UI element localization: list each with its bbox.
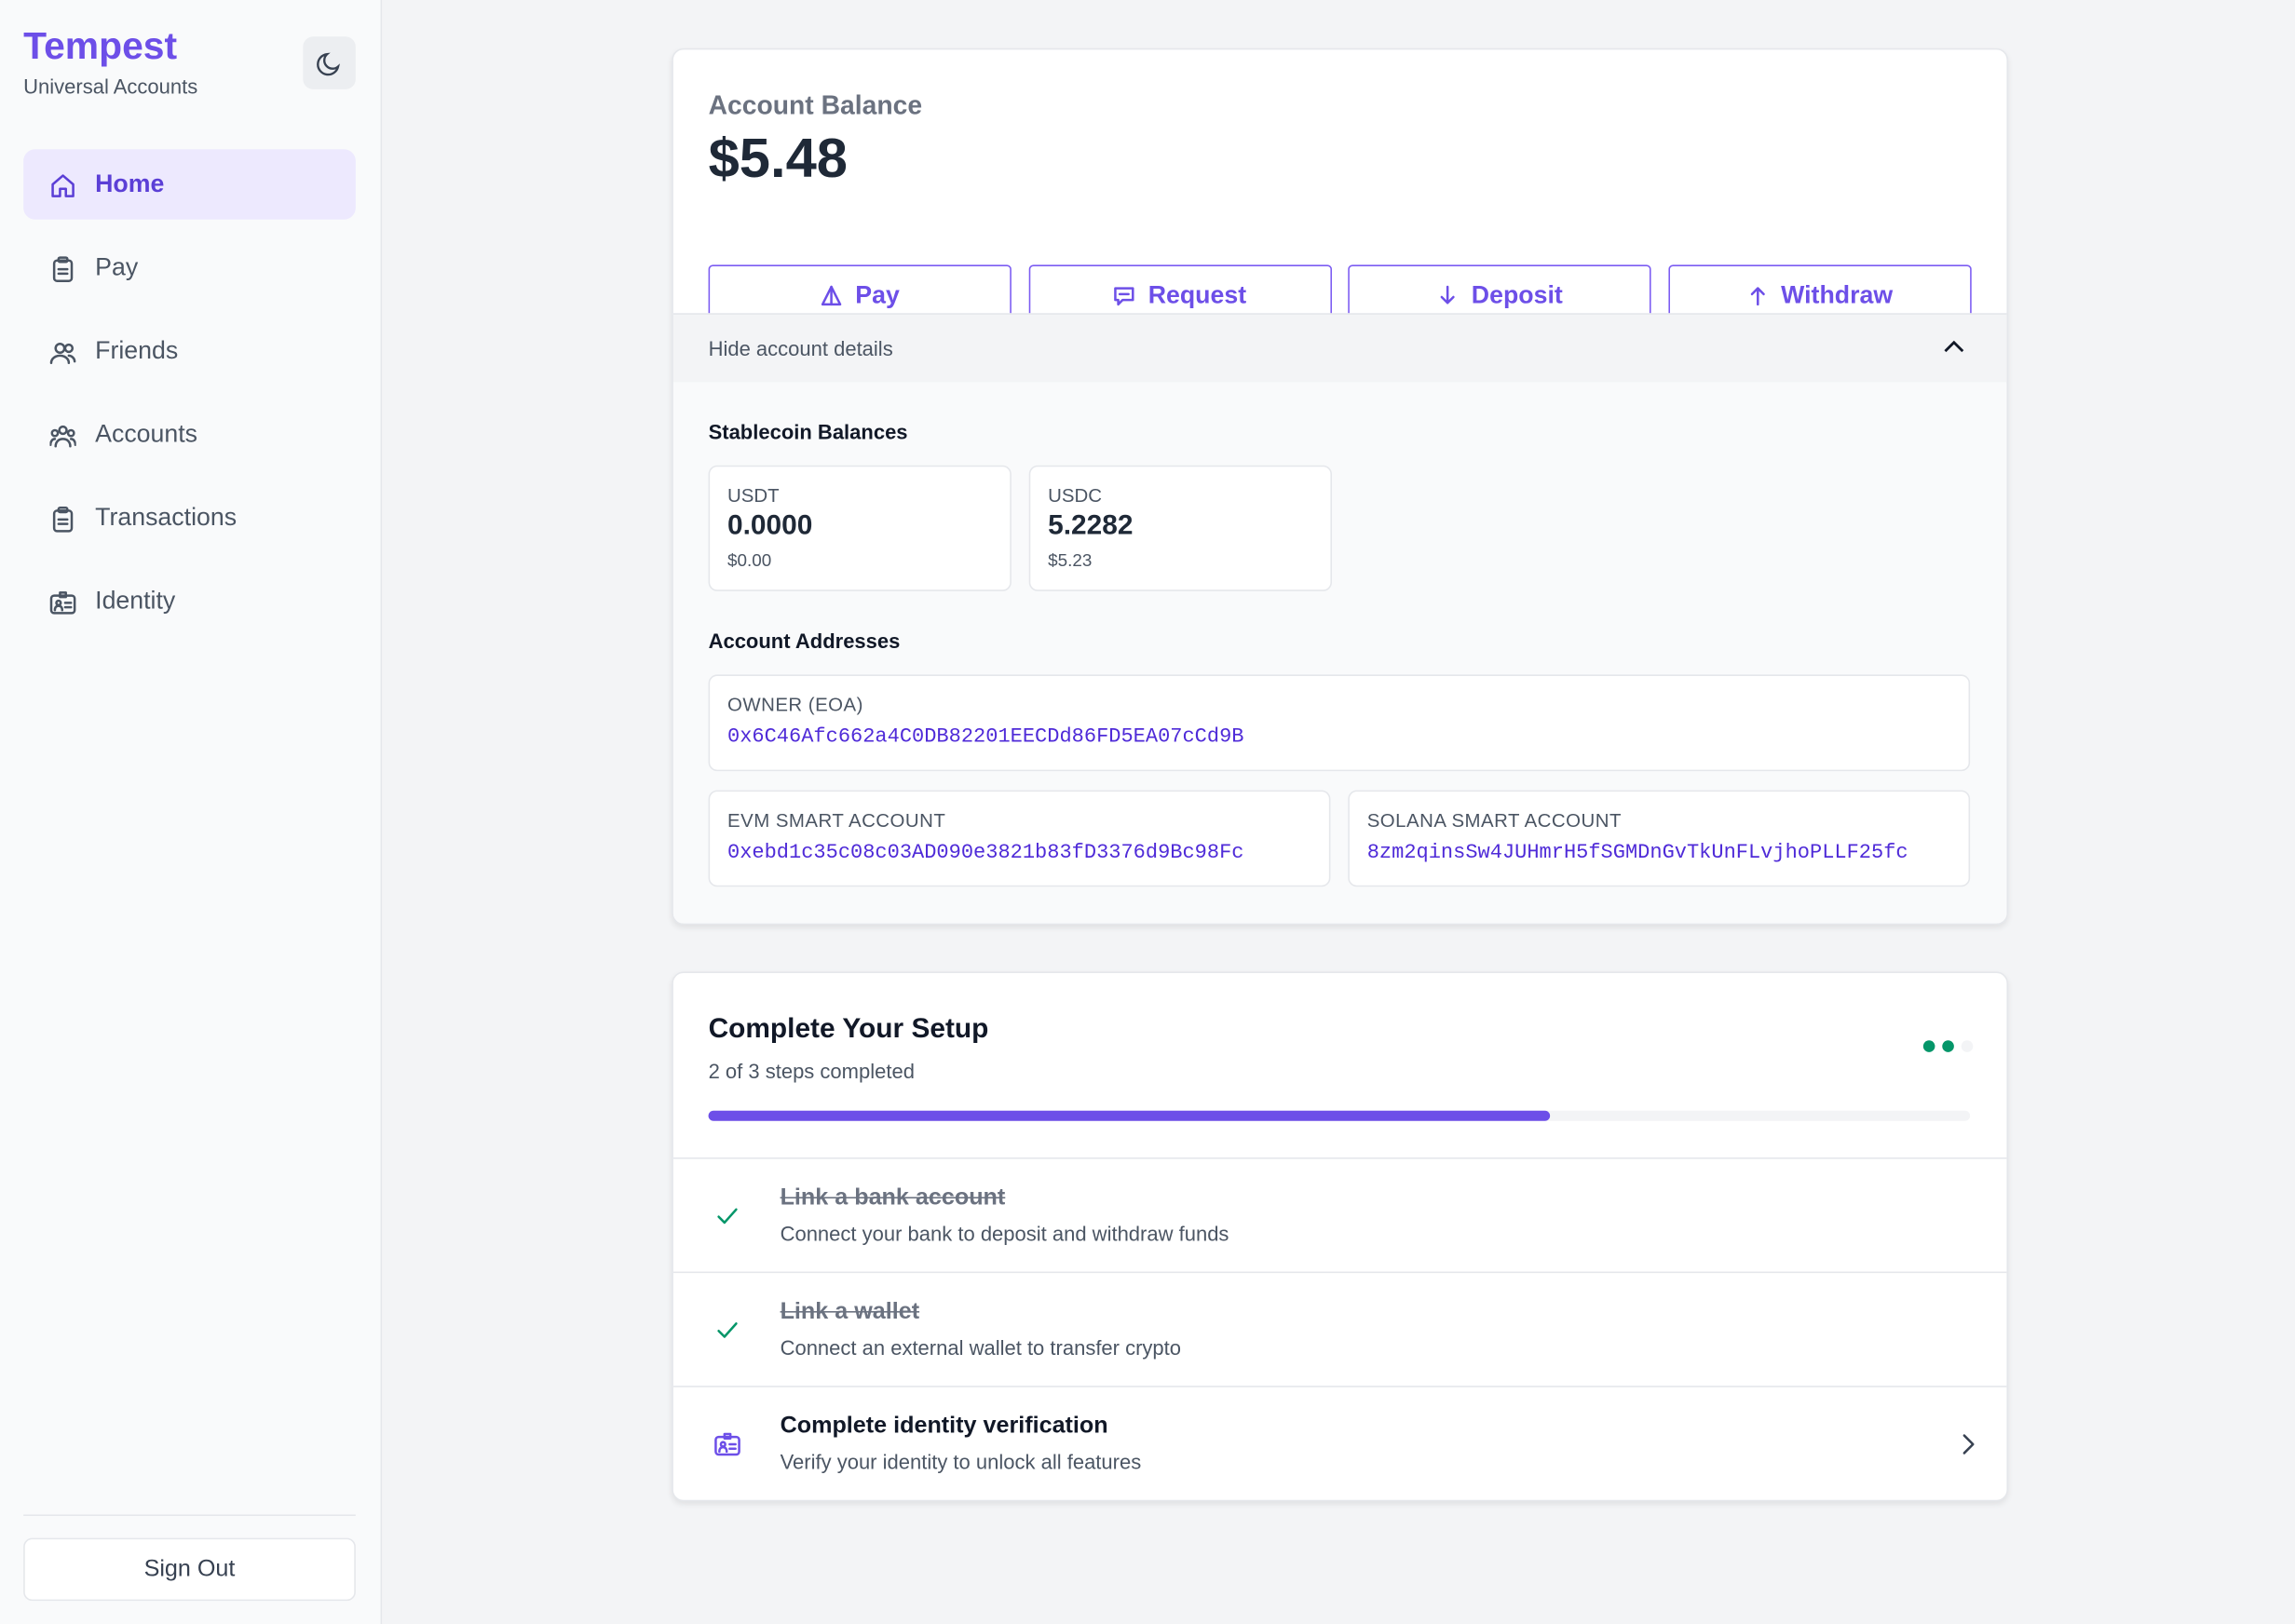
action-icon — [822, 285, 842, 306]
action-label: Withdraw — [1781, 280, 1894, 309]
nav-label: Pay — [95, 252, 139, 281]
setup-card: Complete Your Setup 2 of 3 steps complet… — [672, 971, 2008, 1502]
step-row[interactable]: Complete identity verification Verify you… — [672, 1386, 2007, 1500]
setup-progress-text: 2 of 3 steps completed — [708, 1059, 915, 1083]
step-title: Link a bank account — [780, 1184, 1006, 1211]
nav-icon — [52, 507, 74, 533]
nav-item[interactable]: Identity — [23, 566, 356, 636]
nav-item[interactable]: Transactions — [23, 483, 356, 553]
nav-item[interactable]: Friends — [23, 316, 356, 386]
address-value[interactable]: 0x6C46Afc662a4C0DB82201EECDd86FD5EA07cCd… — [727, 725, 1244, 750]
coin-usd: $0.00 — [727, 549, 772, 571]
coin-amount: 0.0000 — [727, 510, 813, 542]
nav-icon — [49, 591, 76, 615]
chevron-up — [1944, 340, 1964, 353]
tagline: Universal Accounts — [23, 74, 198, 99]
identity-icon — [714, 1432, 740, 1456]
progress-fill — [708, 1110, 1550, 1121]
coin-usd: $5.23 — [1048, 549, 1093, 571]
address-label: EVM SMART ACCOUNT — [727, 809, 946, 832]
nav-item[interactable]: Accounts — [23, 399, 356, 469]
address-box: EVM SMART ACCOUNT 0xebd1c35c08c03AD090e38… — [708, 790, 1331, 887]
stablecoins-title: Stablecoin Balances — [708, 420, 908, 444]
action-label: Pay — [855, 280, 900, 309]
details: Stablecoin Balances USDT 0.0000 $0.00 USDC 5… — [672, 382, 2007, 924]
step-dot — [1922, 1040, 1935, 1052]
nav-icon — [51, 174, 75, 197]
step-description: Connect your bank to deposit and withdra… — [780, 1222, 1229, 1246]
step-dot — [1961, 1040, 1974, 1052]
address-value[interactable]: 8zm2qinsSw4JUHmrH5fSGMDnGvTkUnFLvjhoPLLF… — [1366, 841, 1908, 865]
nav-item[interactable]: Home — [23, 149, 356, 220]
nav-label: Friends — [95, 336, 179, 365]
coin-box: USDT 0.0000 $0.00 — [708, 465, 1012, 591]
coin-symbol: USDT — [727, 484, 780, 507]
details-toggle[interactable]: Hide account details — [672, 313, 2007, 384]
divider — [23, 1514, 356, 1517]
toggle-label: Hide account details — [708, 336, 893, 360]
step-dot — [1942, 1040, 1954, 1052]
progress-track — [708, 1110, 1971, 1121]
balance-label: Account Balance — [708, 90, 923, 120]
step-title: Link a wallet — [780, 1299, 920, 1325]
action-icon — [1441, 285, 1456, 304]
setup-title: Complete Your Setup — [708, 1014, 989, 1045]
step-title: Complete identity verification — [780, 1414, 1108, 1439]
action-label: Request — [1148, 280, 1247, 309]
nav-icon — [49, 425, 76, 448]
address-label: OWNER (EOA) — [727, 693, 863, 716]
nav-icon — [49, 343, 76, 364]
check-icon — [717, 1208, 738, 1225]
address-value[interactable]: 0xebd1c35c08c03AD090e3821b83fD3376d9Bc98… — [727, 841, 1244, 865]
coin-amount: 5.2282 — [1048, 510, 1134, 542]
sidebar: Tempest Universal Accounts Home Pay Friend… — [0, 0, 383, 1624]
chevron-right — [1962, 1434, 1975, 1455]
nav-label: Transactions — [95, 503, 238, 532]
moon-icon — [317, 52, 340, 76]
coin-symbol: USDC — [1048, 484, 1103, 507]
action-icon — [1114, 287, 1135, 306]
check-icon — [717, 1322, 738, 1338]
theme-toggle[interactable] — [303, 36, 356, 89]
action-icon — [1750, 287, 1765, 306]
sign-out-button[interactable]: Sign Out — [23, 1537, 356, 1602]
nav-label: Accounts — [95, 420, 198, 448]
nav-item[interactable]: Pay — [23, 233, 356, 303]
balance-card: Account Balance $5.48 Pay Request Deposit W… — [672, 47, 2008, 926]
brand[interactable]: Tempest — [23, 23, 178, 68]
nav-icon — [52, 256, 74, 282]
step-row: Link a wallet Connect an external wallet … — [672, 1271, 2007, 1387]
address-label: SOLANA SMART ACCOUNT — [1366, 809, 1622, 832]
address-box: OWNER (EOA) 0x6C46Afc662a4C0DB82201EECDd8… — [708, 674, 1971, 772]
step-description: Connect an external wallet to transfer c… — [780, 1335, 1182, 1360]
coin-box: USDC 5.2282 $5.23 — [1028, 465, 1333, 591]
balance-amount: $5.48 — [708, 129, 849, 191]
step-row: Link a bank account Connect your bank to … — [672, 1157, 2007, 1273]
nav-label: Home — [95, 169, 165, 198]
action-label: Deposit — [1471, 280, 1563, 309]
address-box: SOLANA SMART ACCOUNT 8zm2qinsSw4JUHmrH5fS… — [1348, 790, 1971, 887]
step-description: Verify your identity to unlock all featu… — [780, 1450, 1142, 1474]
addresses-title: Account Addresses — [708, 629, 901, 653]
nav-label: Identity — [95, 587, 176, 616]
